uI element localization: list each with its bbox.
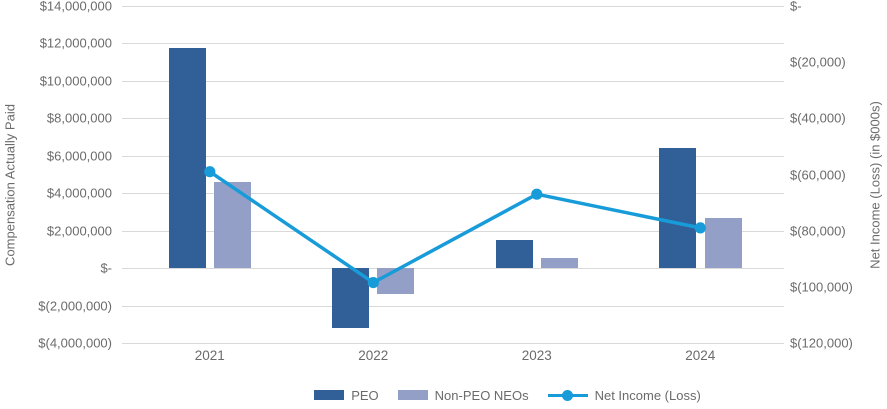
line-marker-2021 (204, 166, 216, 178)
legend-label-net-income: Net Income (Loss) (594, 387, 701, 403)
x-axis-label-2021: 2021 (194, 348, 225, 363)
right-axis-tick-label: $(60,000) (790, 167, 846, 182)
gridline (122, 193, 784, 195)
left-axis-tick-label: $6,000,000 (46, 148, 112, 164)
peo-swatch-icon (314, 390, 345, 400)
non-peo-neos-swatch-icon (397, 390, 428, 400)
net-income-line (204, 166, 706, 289)
right-axis-title: Net Income (Loss) (in $000s) (867, 101, 883, 269)
legend-item-net-income: Net Income (Loss) (547, 387, 701, 403)
bar-non-peo-neos-2024 (704, 217, 742, 269)
legend-label-non-peo-neos: Non-PEO NEOs (434, 387, 529, 403)
bar-peo-2023 (495, 240, 533, 269)
left-axis-tick-label: $(2,000,000) (38, 298, 112, 314)
left-axis-title: Compensation Actually Paid (2, 104, 18, 266)
gridline (122, 155, 784, 157)
right-axis-tick-label: $(20,000) (790, 54, 846, 70)
left-axis-tick-label: $10,000,000 (39, 73, 112, 89)
legend-item-non-peo-neos: Non-PEO NEOs (397, 387, 529, 403)
right-axis-tick-label: $- (790, 0, 802, 14)
line-marker-2023 (531, 188, 543, 200)
gridline (122, 6, 784, 7)
left-axis-tick-label: $2,000,000 (46, 223, 112, 239)
legend-label-peo: PEO (351, 387, 379, 403)
x-axis-label-2022: 2022 (358, 348, 389, 363)
x-axis-label-2024: 2024 (685, 348, 716, 363)
left-axis-tick-label: $4,000,000 (46, 185, 112, 201)
line-marker-2022 (367, 277, 379, 289)
left-axis-tick-label: $14,000,000 (39, 0, 112, 14)
left-axis-tick-label: $12,000,000 (39, 35, 112, 51)
bar-peo-2021 (168, 48, 206, 269)
x-axis-label-2023: 2023 (521, 348, 552, 363)
plot-area (122, 6, 784, 344)
gridline (122, 118, 784, 120)
gridline (122, 268, 784, 270)
gridline (122, 43, 784, 45)
line-segment (208, 170, 701, 285)
line-marker-2024 (694, 222, 706, 234)
gridline (122, 305, 784, 307)
gridline (122, 343, 784, 344)
net-income-line-marker-icon (547, 389, 588, 401)
right-axis-tick-label: $(40,000) (790, 110, 846, 126)
bar-peo-2022 (332, 268, 370, 328)
bar-non-peo-neos-2022 (377, 268, 415, 295)
bar-non-peo-neos-2023 (540, 257, 578, 269)
legend: PEO Non-PEO NEOs Net Income (Loss) (128, 385, 887, 405)
right-axis-tick-label: $(120,000) (790, 335, 853, 351)
left-axis-tick-label: $8,000,000 (46, 110, 112, 126)
left-axis-tick-label: $(4,000,000) (38, 335, 112, 351)
bar-peo-2024 (659, 148, 696, 269)
legend-item-peo: PEO (314, 387, 379, 403)
left-axis-tick-label: $- (100, 260, 112, 276)
gridline (122, 230, 784, 232)
gridline (122, 80, 784, 82)
right-axis-tick-label: $(80,000) (790, 223, 846, 239)
right-axis-tick-label: $(100,000) (790, 279, 853, 295)
